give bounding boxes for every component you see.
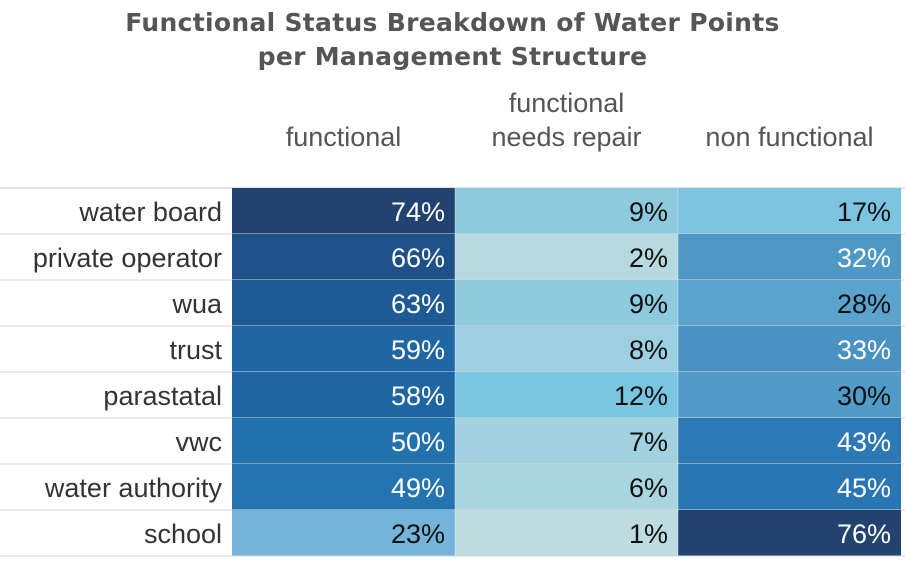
cell-label-3-1: 8%	[629, 335, 668, 365]
cell-label-4-2: 30%	[837, 381, 891, 411]
cell-label-7-1: 1%	[629, 519, 668, 549]
cell-0-0	[232, 188, 455, 234]
cell-label-5-0: 50%	[391, 427, 445, 457]
row-label-6: water authority	[44, 473, 223, 503]
cell-label-6-0: 49%	[391, 473, 445, 503]
cell-label-2-2: 28%	[837, 289, 891, 319]
cell-label-0-0: 74%	[391, 197, 445, 227]
cell-label-1-2: 32%	[837, 243, 891, 273]
cell-label-2-0: 63%	[391, 289, 445, 319]
cell-label-4-1: 12%	[614, 381, 668, 411]
cell-6-1	[455, 464, 678, 510]
row-label-7: school	[144, 519, 222, 549]
cell-label-6-2: 45%	[837, 473, 891, 503]
cell-2-0	[232, 280, 455, 326]
chart-title-line-2: per Management Structure	[257, 42, 648, 71]
cell-7-0	[232, 510, 455, 556]
cell-0-2	[678, 188, 901, 234]
row-label-0: water board	[78, 197, 222, 227]
cell-6-0	[232, 464, 455, 510]
cell-5-0	[232, 418, 455, 464]
column-header-1-line-1: needs repair	[491, 122, 641, 152]
row-label-1: private operator	[33, 243, 222, 273]
cell-label-7-2: 76%	[837, 519, 891, 549]
cell-label-2-1: 9%	[629, 289, 668, 319]
row-label-5: vwc	[176, 427, 223, 457]
row-label-4: parastatal	[103, 381, 222, 411]
cell-5-1	[455, 418, 678, 464]
cell-3-2	[678, 326, 901, 372]
column-header-0-line-0: functional	[286, 122, 402, 152]
cell-label-0-1: 9%	[629, 197, 668, 227]
row-label-2: wua	[171, 289, 223, 319]
chart-title-line-1: Functional Status Breakdown of Water Poi…	[125, 8, 780, 37]
row-label-3: trust	[169, 335, 222, 365]
cell-label-5-1: 7%	[629, 427, 668, 457]
cell-label-0-2: 17%	[837, 197, 891, 227]
cell-0-1	[455, 188, 678, 234]
cell-4-2	[678, 372, 901, 418]
cell-label-4-0: 58%	[391, 381, 445, 411]
cell-7-1	[455, 510, 678, 556]
cell-2-1	[455, 280, 678, 326]
cell-3-1	[455, 326, 678, 372]
cell-4-0	[232, 372, 455, 418]
column-header-1-line-0: functional	[509, 88, 625, 118]
cell-label-1-0: 66%	[391, 243, 445, 273]
cell-1-0	[232, 234, 455, 280]
cell-1-2	[678, 234, 901, 280]
cell-3-0	[232, 326, 455, 372]
cell-7-2	[678, 510, 901, 556]
cell-label-3-0: 59%	[391, 335, 445, 365]
cell-label-5-2: 43%	[837, 427, 891, 457]
cell-label-7-0: 23%	[391, 519, 445, 549]
cell-6-2	[678, 464, 901, 510]
cell-1-1	[455, 234, 678, 280]
chart-title: Functional Status Breakdown of Water Poi…	[0, 6, 905, 74]
cell-label-6-1: 6%	[629, 473, 668, 503]
column-header-2-line-0: non functional	[705, 122, 873, 152]
cell-label-1-1: 2%	[629, 243, 668, 273]
cell-5-2	[678, 418, 901, 464]
cell-4-1	[455, 372, 678, 418]
cell-label-3-2: 33%	[837, 335, 891, 365]
cell-2-2	[678, 280, 901, 326]
